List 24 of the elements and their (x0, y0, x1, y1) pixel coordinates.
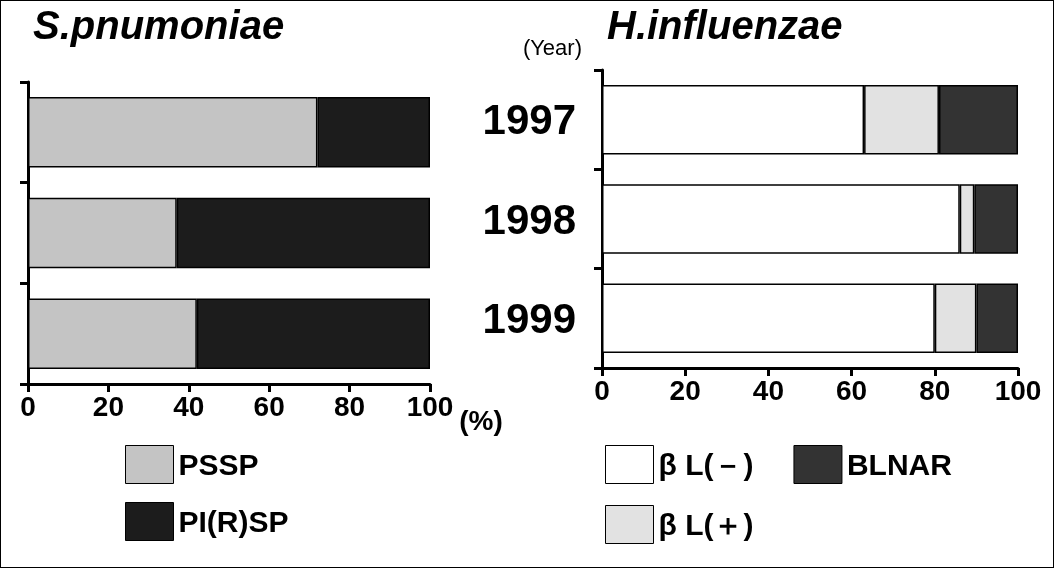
legend-label: BLNAR (846, 448, 953, 481)
y-axis-title: (Year) (522, 34, 582, 60)
legend-label: β L(＋) (658, 508, 754, 541)
legend-label: PI(R)SP (178, 505, 289, 538)
x-tick-label: 0 (594, 374, 610, 406)
y-tick-label: 1998 (482, 195, 576, 243)
x-tick-label: 100 (994, 374, 1042, 406)
legend-label: PSSP (178, 448, 259, 481)
chart-title: S.pnumoniae (33, 3, 285, 47)
x-tick-label: 20 (92, 390, 124, 422)
x-axis-title: (%) (459, 404, 503, 436)
y-tick-label: 1997 (482, 96, 576, 144)
y-tick-label: 1999 (482, 294, 576, 342)
legend-label: β L(－) (658, 448, 754, 481)
x-tick-label: 20 (669, 374, 701, 406)
x-tick-label: 80 (334, 390, 366, 422)
x-tick-label: 0 (20, 390, 36, 422)
x-tick-label: 100 (406, 390, 454, 422)
chart-title: H.influenzae (607, 3, 843, 47)
x-tick-label: 60 (253, 390, 285, 422)
x-tick-label: 40 (173, 390, 205, 422)
x-tick-label: 60 (836, 374, 868, 406)
x-tick-label: 40 (752, 374, 784, 406)
x-tick-label: 80 (919, 374, 951, 406)
